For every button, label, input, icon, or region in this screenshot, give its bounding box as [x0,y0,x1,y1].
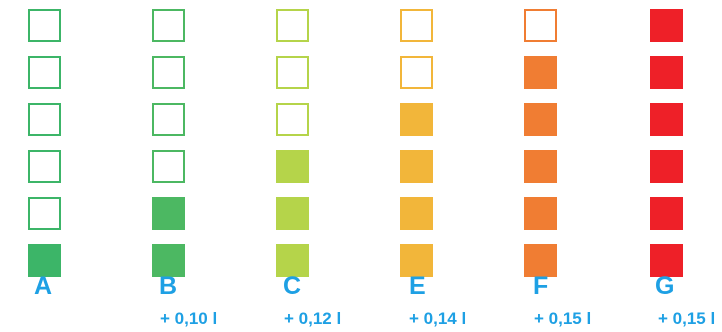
grade-extra-c: + 0,12 l [284,309,342,328]
empty-square [152,56,185,89]
empty-square [152,103,185,136]
filled-square [276,244,309,277]
empty-square [28,103,61,136]
grade-letter-g: G [655,272,675,300]
grade-extra-f: + 0,15 l [534,309,592,328]
filled-square [152,197,185,230]
filled-square [650,9,683,42]
filled-square [524,197,557,230]
filled-square [524,150,557,183]
filled-square [650,244,683,277]
empty-square [28,150,61,183]
filled-square [400,103,433,136]
filled-square [28,244,61,277]
empty-square [152,9,185,42]
empty-square [28,56,61,89]
filled-square [276,150,309,183]
empty-square [400,56,433,89]
filled-square [400,244,433,277]
filled-square [650,103,683,136]
filled-square [524,56,557,89]
empty-square [400,9,433,42]
grade-letter-e: E [409,272,426,300]
filled-square [276,197,309,230]
filled-square [152,244,185,277]
filled-square [524,244,557,277]
grade-letter-b: B [159,272,178,300]
grade-letter-f: F [533,272,549,300]
grade-letter-a: A [34,272,53,300]
filled-square [650,197,683,230]
grade-extra-b: + 0,10 l [160,309,218,328]
filled-square [400,150,433,183]
grade-extra-e: + 0,14 l [409,309,467,328]
empty-square [276,56,309,89]
empty-square [152,150,185,183]
empty-square [28,197,61,230]
grade-extra-g: + 0,15 l [658,309,716,328]
empty-square [276,9,309,42]
filled-square [400,197,433,230]
empty-square [276,103,309,136]
filled-square [650,56,683,89]
filled-square [650,150,683,183]
empty-square [524,9,557,42]
grade-letter-c: C [283,272,302,300]
empty-square [28,9,61,42]
filled-square [524,103,557,136]
